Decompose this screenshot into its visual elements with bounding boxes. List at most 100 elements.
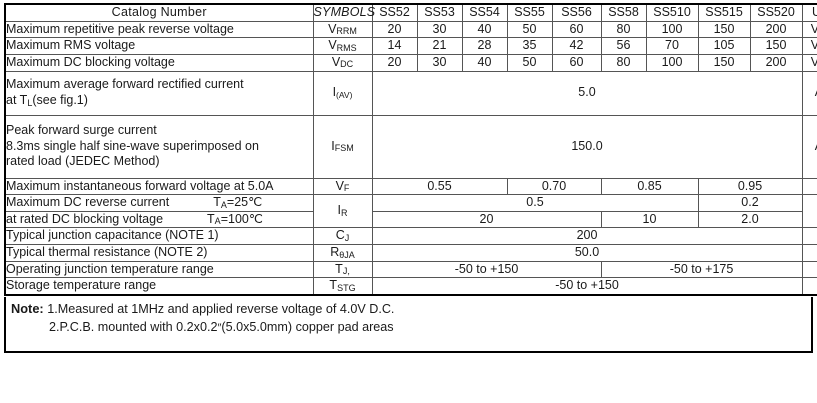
row-description: Peak forward surge current 8.3ms single …	[4, 114, 314, 179]
row-units: mA	[801, 194, 817, 229]
symbol-sub: J,	[342, 266, 350, 277]
note-line-2: 2.P.C.B. mounted with 0.2x0.2″(5.0x5.0mm…	[11, 318, 811, 337]
header-part-ss56: SS56	[551, 3, 602, 22]
table-row: at rated DC blocking voltage TA=100℃ 20 1…	[4, 210, 817, 229]
row-description-line2: 8.3ms single half sine-wave superimposed…	[6, 138, 259, 153]
header-catalog-number: Catalog Number	[4, 3, 314, 22]
cell-value-merged: 50.0	[371, 244, 803, 262]
cell-value: 105	[697, 37, 751, 55]
header-part-ss55: SS55	[506, 3, 553, 22]
cell-value-group: -50 to +175	[600, 260, 803, 279]
table-row: Peak forward surge current 8.3ms single …	[4, 114, 817, 179]
header-part-ss58: SS58	[600, 3, 647, 22]
cell-value-group: 0.2	[697, 194, 803, 212]
cell-value: 60	[551, 20, 602, 39]
table-row: Maximum DC blocking voltage VDC 20 30 40…	[4, 53, 817, 72]
cell-value: 28	[461, 37, 508, 55]
symbol-main: V	[335, 178, 344, 193]
symbol-main: V	[328, 21, 337, 36]
table-row: Maximum instantaneous forward voltage at…	[4, 177, 817, 196]
cell-value: 150	[697, 20, 751, 39]
row-description: Storage temperature range	[4, 277, 314, 296]
row-units: VOLTS	[801, 53, 817, 72]
row-units: ℃	[801, 260, 817, 279]
cell-value: 70	[645, 37, 699, 55]
row-units: Volts	[801, 177, 817, 196]
cell-value-group: 0.70	[506, 177, 602, 196]
condition-temp: TA=25℃	[213, 195, 263, 210]
cell-value: 30	[416, 20, 463, 39]
table-row: Maximum repetitive peak reverse voltage …	[4, 20, 817, 39]
symbol-main: T	[335, 261, 343, 276]
header-part-ss52: SS52	[371, 3, 418, 22]
header-part-ss53: SS53	[416, 3, 463, 22]
symbol-sub: θJA	[339, 249, 355, 260]
table-row: Typical thermal resistance (NOTE 2) RθJA…	[4, 244, 817, 262]
row-description: Maximum repetitive peak reverse voltage	[4, 20, 314, 39]
notes-block: Note: 1.Measured at 1MHz and applied rev…	[4, 296, 813, 353]
cell-value-group: -50 to +150	[371, 260, 602, 279]
header-part-ss515: SS515	[697, 3, 751, 22]
cell-value: 14	[371, 37, 418, 55]
table-row: Operating junction temperature range TJ,…	[4, 260, 817, 279]
row-description: Maximum RMS voltage	[4, 37, 314, 55]
row-description: Maximum DC blocking voltage	[4, 53, 314, 72]
note-2-text-b: (5.0x5.0mm) copper pad areas	[221, 320, 394, 335]
cell-value-group: 0.85	[600, 177, 699, 196]
row-units: pF	[801, 227, 817, 245]
table-row: Typical junction capacitance (NOTE 1) CJ…	[4, 227, 817, 245]
row-description: Typical thermal resistance (NOTE 2)	[4, 244, 314, 262]
row-symbol: TJ,	[312, 260, 373, 279]
row-description: Maximum instantaneous forward voltage at…	[4, 177, 314, 196]
row-description: Maximum average forward rectified curren…	[4, 70, 314, 116]
row-description: at rated DC blocking voltage TA=100℃	[4, 210, 314, 229]
symbol-main: R	[330, 245, 340, 259]
row-symbol: VDC	[312, 53, 373, 72]
table-header-row: Catalog Number SYMBOLS SS52 SS53 SS54 SS…	[4, 3, 817, 22]
header-part-ss520: SS520	[749, 3, 803, 22]
header-units: UNITS	[801, 3, 817, 22]
symbol-main: V	[331, 54, 341, 69]
row-description-line3: rated load (JEDEC Method)	[6, 154, 160, 169]
electrical-characteristics-table: Catalog Number SYMBOLS SS52 SS53 SS54 SS…	[4, 3, 817, 296]
table-row: Storage temperature range TSTG -50 to +1…	[4, 277, 817, 296]
cell-value: 20	[371, 53, 418, 72]
symbol-main: I	[332, 85, 337, 100]
row-units: Amps	[801, 114, 817, 179]
symbol-sub: RRM	[336, 26, 357, 37]
cell-value: 50	[506, 53, 553, 72]
cell-value-merged: 150.0	[371, 114, 803, 179]
cell-value-group: 0.5	[371, 194, 699, 212]
row-description-line1: Maximum average forward rectified curren…	[6, 77, 244, 92]
row-symbol: IR	[312, 194, 373, 229]
cell-value: 150	[749, 37, 803, 55]
row-symbol: VRRM	[312, 20, 373, 39]
cell-value: 200	[749, 20, 803, 39]
table-row: Maximum average forward rectified curren…	[4, 70, 817, 116]
symbol-sub: STG	[337, 282, 356, 293]
row-symbol: TSTG	[312, 277, 373, 296]
cell-value: 60	[551, 53, 602, 72]
note-1-text: 1.Measured at 1MHz and applied reverse v…	[47, 301, 395, 316]
row-description: Typical junction capacitance (NOTE 1)	[4, 227, 314, 245]
note-2-text-a: 2.P.C.B. mounted with 0.2x0.2	[49, 320, 218, 335]
symbol-sub: DC	[340, 59, 354, 70]
cell-value: 30	[416, 53, 463, 72]
row-description-line2: at TL(see fig.1)	[6, 93, 88, 108]
header-part-ss510: SS510	[645, 3, 699, 22]
row-symbol: IFSM	[312, 114, 373, 179]
row-symbol: VRMS	[312, 37, 373, 55]
cell-value: 40	[461, 20, 508, 39]
cell-value: 150	[697, 53, 751, 72]
cell-value: 40	[461, 53, 508, 72]
row-units: Amps	[801, 70, 817, 116]
cell-value: 50	[506, 20, 553, 39]
cell-value-group: 20	[371, 210, 602, 229]
condition-temp: TA=100℃	[207, 211, 263, 227]
symbol-sub: J	[344, 232, 350, 243]
note-line-1: Note: 1.Measured at 1MHz and applied rev…	[11, 300, 811, 319]
notes-label: Note:	[11, 300, 44, 316]
row-units: VOLTS	[801, 37, 817, 55]
row-units: ℃	[801, 277, 817, 296]
